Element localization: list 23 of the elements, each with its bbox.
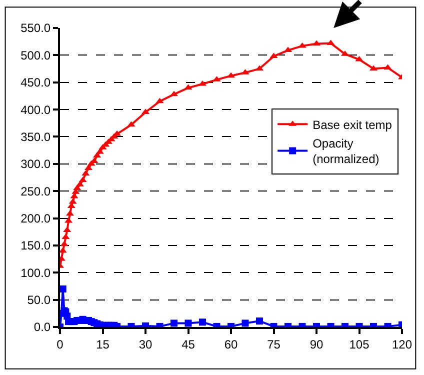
x-tick-label: 60 <box>224 337 238 352</box>
y-tick-label: 300.0 <box>20 157 51 172</box>
y-tick-label: 250.0 <box>20 184 51 198</box>
x-tick-label: 120 <box>392 337 412 352</box>
x-tick-label: 75 <box>267 337 281 352</box>
x-tick-label: 105 <box>349 337 370 352</box>
y-tick-label: 550.0 <box>20 21 51 36</box>
y-tick-label: 50.0 <box>27 293 51 308</box>
y-tick-label: 150.0 <box>20 238 51 253</box>
x-tick-label: 45 <box>182 337 196 352</box>
y-tick-label: 450.0 <box>20 76 51 90</box>
y-tick-label: 400.0 <box>20 102 51 117</box>
x-tick-label: 0 <box>56 337 64 352</box>
legend-label: Base exit temp <box>312 118 392 132</box>
x-tick-label: 30 <box>138 337 152 352</box>
legend-label: Opacity (normalized) <box>312 136 380 166</box>
y-tick-label: 0.0 <box>34 320 51 334</box>
y-tick-label: 350.0 <box>20 130 51 144</box>
y-tick-label: 100.0 <box>20 266 51 280</box>
x-tick-label: 15 <box>96 337 110 352</box>
y-tick-label: 500.0 <box>20 48 51 62</box>
y-tick-label: 200.0 <box>20 211 51 226</box>
x-tick-label: 90 <box>310 337 324 352</box>
